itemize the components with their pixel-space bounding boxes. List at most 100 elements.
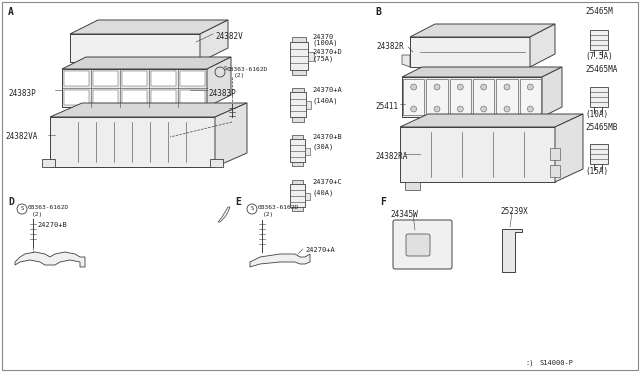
Text: D: D (8, 197, 14, 207)
Text: 25465MA: 25465MA (585, 65, 618, 74)
Bar (180, 71, 205, 86)
Bar (292, 162, 303, 166)
Bar (308, 52, 314, 61)
Polygon shape (70, 20, 228, 34)
Polygon shape (50, 117, 215, 167)
Bar (64, 71, 89, 86)
Bar (180, 90, 205, 105)
Text: 08363-6162D: 08363-6162D (227, 67, 268, 72)
Text: 24370+B: 24370+B (312, 134, 342, 140)
Bar (292, 37, 306, 42)
Text: (40A): (40A) (312, 189, 333, 196)
Bar (473, 79, 494, 115)
Bar (550, 165, 560, 177)
Bar (590, 87, 608, 107)
Text: 08363-6162D: 08363-6162D (258, 205, 300, 210)
Text: 08363-6162D: 08363-6162D (28, 205, 69, 210)
Text: 24383P: 24383P (208, 89, 236, 98)
Text: 24370+A: 24370+A (312, 87, 342, 93)
Circle shape (527, 106, 533, 112)
Bar (292, 180, 303, 184)
Polygon shape (402, 77, 542, 117)
Text: 24382VA: 24382VA (5, 132, 37, 141)
Polygon shape (62, 57, 231, 69)
Polygon shape (410, 37, 530, 67)
Bar (305, 193, 310, 200)
Text: (15A): (15A) (585, 167, 608, 176)
Circle shape (411, 106, 417, 112)
Text: (2): (2) (234, 73, 245, 78)
Polygon shape (555, 114, 583, 182)
Polygon shape (400, 114, 583, 127)
Bar (292, 117, 304, 122)
Text: (100A): (100A) (312, 40, 337, 46)
Circle shape (504, 84, 510, 90)
Bar (122, 71, 147, 86)
Circle shape (458, 84, 463, 90)
FancyBboxPatch shape (406, 234, 430, 256)
Bar (151, 90, 176, 105)
Bar (520, 79, 541, 115)
Text: 24382RA: 24382RA (375, 152, 408, 161)
Polygon shape (207, 57, 231, 107)
Text: S: S (20, 206, 24, 212)
Text: 24383P: 24383P (8, 89, 36, 98)
Text: 24270+A: 24270+A (305, 247, 335, 253)
Circle shape (411, 84, 417, 90)
Text: 25239X: 25239X (500, 207, 528, 216)
Text: 24345W: 24345W (390, 210, 418, 219)
Polygon shape (530, 24, 555, 67)
Text: 24382R: 24382R (376, 42, 404, 51)
Bar (590, 144, 608, 164)
Polygon shape (542, 67, 562, 117)
Bar (292, 70, 306, 75)
Polygon shape (200, 20, 228, 62)
Bar (426, 79, 447, 115)
Text: (75A): (75A) (312, 55, 333, 61)
Bar (292, 207, 303, 211)
Text: 25465MB: 25465MB (585, 123, 618, 132)
Polygon shape (70, 34, 200, 62)
Bar (151, 71, 176, 86)
Circle shape (481, 106, 486, 112)
Polygon shape (405, 182, 420, 190)
Polygon shape (210, 159, 223, 167)
Circle shape (458, 106, 463, 112)
Text: B: B (375, 7, 381, 17)
Polygon shape (402, 67, 562, 77)
Circle shape (504, 106, 510, 112)
Text: 24370: 24370 (312, 34, 333, 40)
Bar (292, 135, 303, 139)
Bar (590, 30, 608, 50)
Bar (122, 90, 147, 105)
Polygon shape (250, 254, 310, 267)
Text: 24382V: 24382V (215, 32, 243, 41)
Bar (290, 42, 308, 70)
Text: (2): (2) (263, 212, 275, 217)
Bar (290, 92, 306, 117)
Bar (306, 101, 312, 109)
Circle shape (434, 106, 440, 112)
Circle shape (481, 84, 486, 90)
Text: S14000-P: S14000-P (540, 360, 574, 366)
Polygon shape (15, 252, 85, 267)
Polygon shape (42, 159, 55, 167)
Text: :): :) (525, 360, 534, 366)
Text: 25465M: 25465M (585, 7, 612, 16)
Text: 24270+B: 24270+B (37, 222, 67, 228)
Bar (93, 90, 118, 105)
Bar (550, 148, 560, 160)
Polygon shape (410, 24, 555, 37)
Circle shape (434, 84, 440, 90)
Text: S: S (250, 206, 253, 212)
Bar (403, 79, 424, 115)
Bar (290, 184, 305, 207)
Polygon shape (215, 103, 247, 167)
Polygon shape (402, 55, 410, 67)
Circle shape (527, 84, 533, 90)
Text: 25411: 25411 (375, 102, 398, 111)
Polygon shape (502, 229, 522, 272)
Polygon shape (400, 127, 555, 182)
Bar (93, 71, 118, 86)
Bar (450, 79, 471, 115)
